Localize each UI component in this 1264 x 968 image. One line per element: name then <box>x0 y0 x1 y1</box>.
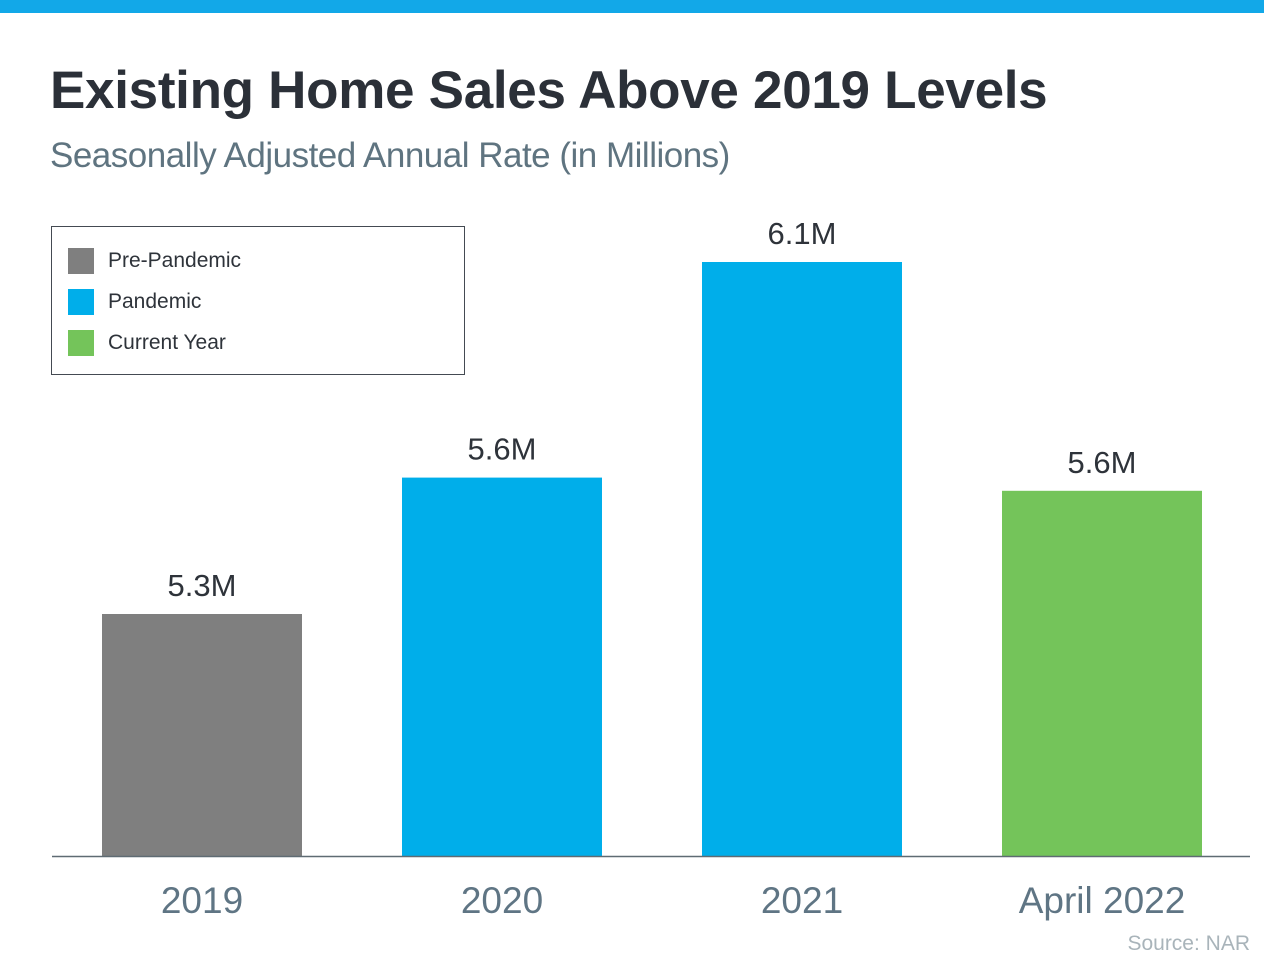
bar-2019 <box>102 614 302 856</box>
legend-item-pre-pandemic: Pre-Pandemic <box>68 248 241 274</box>
x-tick-label: 2020 <box>461 880 543 921</box>
chart-subtitle: Seasonally Adjusted Annual Rate (in Mill… <box>50 136 730 175</box>
x-tick-label: April 2022 <box>1019 880 1186 921</box>
legend-swatch-pre-pandemic <box>68 248 94 274</box>
data-label: 5.3M <box>168 568 237 603</box>
data-label: 5.6M <box>1068 445 1137 480</box>
legend-item-current-year: Current Year <box>68 330 226 356</box>
x-tick-label: 2021 <box>761 880 843 921</box>
data-label: 6.1M <box>768 216 837 251</box>
bar-april-2022 <box>1002 490 1202 856</box>
legend-label: Pandemic <box>108 290 202 313</box>
legend-item-pandemic: Pandemic <box>68 289 201 315</box>
data-label: 5.6M <box>468 432 537 467</box>
bar-2020 <box>402 477 602 856</box>
source-note: Source: NAR <box>1127 932 1250 955</box>
legend-label: Pre-Pandemic <box>108 249 242 272</box>
legend: Pre-Pandemic Pandemic Current Year <box>51 226 465 375</box>
legend-swatch-current-year <box>68 330 94 356</box>
legend-label: Current Year <box>108 331 226 354</box>
chart-title: Existing Home Sales Above 2019 Levels <box>50 61 1048 120</box>
x-tick-label: 2019 <box>161 880 243 921</box>
bar-2021 <box>702 262 902 856</box>
legend-swatch-pandemic <box>68 289 94 315</box>
top-accent-bar <box>0 0 1264 13</box>
